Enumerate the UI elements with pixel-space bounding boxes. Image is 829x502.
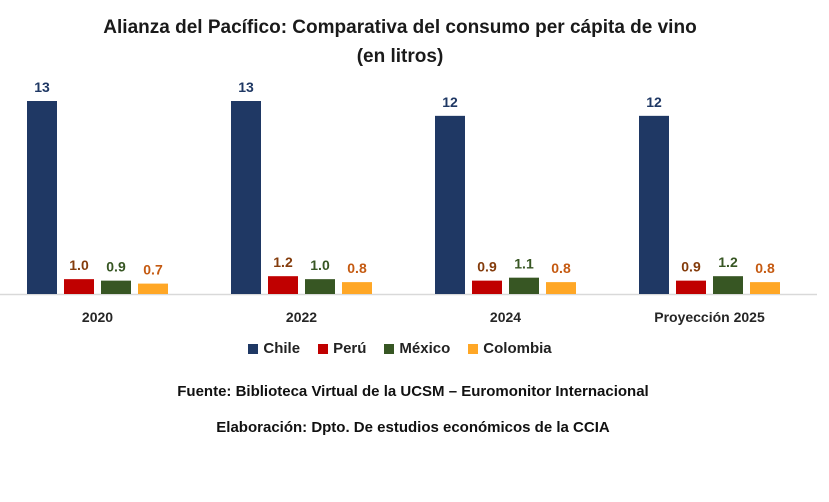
bar-perú-3 xyxy=(676,280,706,294)
data-label: 1.0 xyxy=(310,257,330,273)
data-label: 13 xyxy=(238,79,254,95)
bar-méxico-3 xyxy=(713,276,743,294)
legend: Chile Perú México Colombia xyxy=(0,340,800,357)
data-label: 0.7 xyxy=(143,262,163,278)
legend-item-perú: Perú xyxy=(318,340,366,357)
bar-méxico-2 xyxy=(509,277,539,294)
x-tick-label: Proyección 2025 xyxy=(654,309,765,325)
data-label: 0.8 xyxy=(551,260,571,276)
credit-note: Elaboración: Dpto. De estudios económico… xyxy=(216,419,610,436)
x-tick-label: 2020 xyxy=(82,309,113,325)
bar-perú-1 xyxy=(268,276,298,294)
legend-swatch xyxy=(318,343,329,354)
legend-label: Colombia xyxy=(483,340,552,357)
bar-colombia-1 xyxy=(342,282,372,294)
legend-swatch xyxy=(248,343,259,354)
bar-chile-3 xyxy=(639,115,669,294)
legend-label: México xyxy=(399,340,451,357)
legend-item-colombia: Colombia xyxy=(468,340,552,357)
data-label: 0.9 xyxy=(106,259,126,275)
data-label: 1.2 xyxy=(718,254,738,270)
bar-perú-0 xyxy=(64,279,94,294)
bar-perú-2 xyxy=(472,280,502,294)
data-label: 12 xyxy=(442,94,458,110)
data-label: 0.8 xyxy=(755,260,775,276)
bar-méxico-1 xyxy=(305,279,335,294)
chart-title: Alianza del Pacífico: Comparativa del co… xyxy=(103,17,697,38)
data-label: 0.9 xyxy=(477,259,497,275)
bar-chile-1 xyxy=(231,101,261,294)
bar-colombia-3 xyxy=(750,282,780,294)
data-label: 1.0 xyxy=(69,257,89,273)
bar-colombia-0 xyxy=(138,283,168,294)
legend-item-chile: Chile xyxy=(248,340,300,357)
bar-colombia-2 xyxy=(546,282,576,294)
bar-chile-0 xyxy=(27,101,57,294)
source-note: Fuente: Biblioteca Virtual de la UCSM – … xyxy=(177,383,649,400)
legend-swatch xyxy=(468,343,479,354)
data-label: 1.2 xyxy=(273,254,293,270)
x-tick-label: 2024 xyxy=(490,309,521,325)
bar-chile-2 xyxy=(435,115,465,294)
x-tick-label: 2022 xyxy=(286,309,317,325)
data-label: 12 xyxy=(646,94,662,110)
data-label: 1.1 xyxy=(514,256,534,272)
bar-chart: 13 1.0 0.9 0.7 2020 13 1.2 1.0 0.8 2022 12 0.9 1.1 0.… xyxy=(0,79,817,325)
data-label: 0.9 xyxy=(681,259,701,275)
legend-swatch xyxy=(384,343,395,354)
legend-label: Perú xyxy=(333,340,367,357)
legend-item-méxico: México xyxy=(384,340,450,357)
data-label: 13 xyxy=(34,79,50,95)
chart-subtitle: (en litros) xyxy=(356,46,444,67)
legend-label: Chile xyxy=(263,340,301,357)
data-label: 0.8 xyxy=(347,260,367,276)
bar-méxico-0 xyxy=(101,280,131,294)
